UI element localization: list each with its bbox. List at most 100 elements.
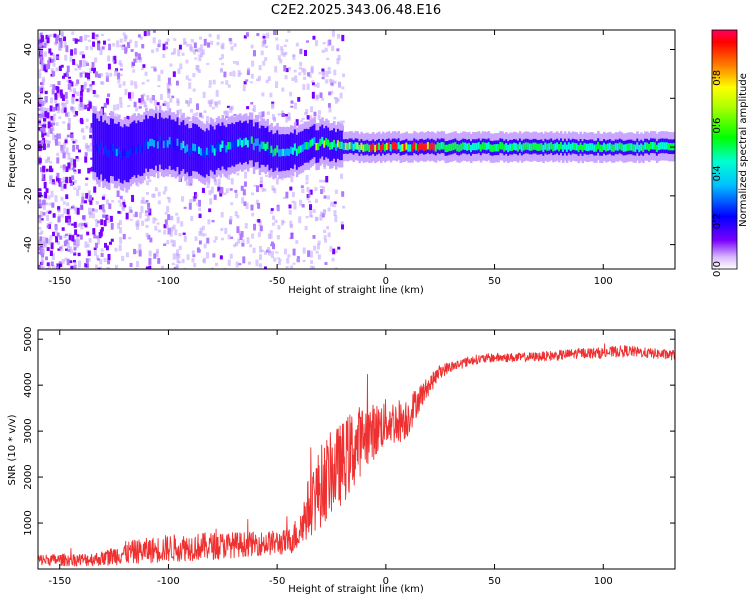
spectrogram-speckle (85, 222, 89, 225)
band-core (430, 142, 434, 150)
spectrogram-speckle (52, 106, 56, 112)
spectrogram-speckle (67, 215, 71, 223)
spectrogram-speckle (137, 34, 141, 38)
spectrogram-speckle (73, 88, 77, 94)
band-core (567, 142, 571, 150)
band-core (381, 142, 385, 150)
spectrogram-speckle (89, 86, 93, 91)
spectrogram-speckle (42, 143, 46, 150)
spectrogram-speckle (56, 172, 60, 178)
band-core (182, 140, 185, 149)
spectrogram-speckle (322, 179, 326, 183)
spectrogram-speckle (180, 221, 184, 227)
spectrogram-speckle (177, 260, 181, 264)
spectrogram-speckle (232, 61, 236, 64)
spectrogram-speckle (71, 204, 75, 210)
spectrogram-speckle (38, 251, 42, 255)
band-core (313, 136, 316, 145)
spectrogram-speckle (242, 189, 246, 195)
band-core (550, 142, 553, 150)
spectrogram-speckle (260, 114, 264, 120)
band-core (489, 144, 493, 152)
spectrogram-speckle (85, 258, 89, 265)
band-core (215, 143, 219, 152)
spectrogram-speckle (50, 242, 54, 250)
spectrogram-speckle (94, 218, 98, 222)
snr-y-label: SNR (10 * v/v) (7, 414, 18, 485)
spectrogram-speckle (47, 128, 51, 133)
spectrogram-speckle (83, 200, 87, 204)
spectrogram-speckle (76, 234, 80, 237)
spectrogram-speckle (56, 232, 60, 237)
spectrogram-speckle (175, 212, 179, 216)
spectrogram-speckle (41, 131, 45, 138)
spectrogram-speckle (40, 230, 44, 235)
colorbar-tick-label: 0.4 (712, 165, 723, 181)
spectrogram-speckle (287, 254, 291, 258)
spectrogram-speckle (60, 38, 64, 43)
spectrogram-speckle (229, 216, 233, 222)
spectrogram-speckle (338, 82, 342, 87)
spectrogram-speckle (90, 166, 94, 172)
spectrogram-speckle (56, 157, 60, 164)
spectrogram-speckle (319, 92, 323, 98)
spectrogram-speckle (319, 214, 323, 221)
spectrogram-speckle (71, 175, 75, 181)
spectrogram-speckle (133, 101, 137, 108)
spectrogram-speckle (319, 185, 323, 188)
spectrogram-speckle (110, 222, 114, 230)
band-core (154, 135, 158, 144)
spectrogram-speckle (334, 215, 338, 223)
spectrogram-speckle (79, 51, 83, 56)
spectrogram-speckle (215, 262, 219, 267)
spectrogram-speckle (169, 63, 173, 67)
spectrogram-speckle (246, 237, 250, 244)
band-core (321, 136, 324, 145)
spectrogram-speckle (203, 233, 207, 236)
spectrogram-speckle (135, 107, 139, 112)
band-core (276, 145, 279, 153)
spectrogram-speckle (41, 266, 45, 269)
spectrogram-speckle (90, 123, 94, 129)
band-core (636, 142, 639, 150)
spectrogram-speckle (265, 174, 269, 177)
spectrogram-speckle (232, 70, 236, 77)
spectrogram-speckle (333, 116, 337, 120)
spectrogram-speckle (169, 230, 173, 237)
spectrogram-speckle (256, 78, 260, 82)
spectrogram-speckle (43, 118, 47, 122)
spectrogram-speckle (67, 249, 71, 252)
spectrogram-speckle (67, 218, 71, 225)
spectrogram-speckle (143, 101, 147, 108)
spectrogram-speckle (48, 140, 52, 144)
spectrogram-speckle (166, 240, 170, 245)
band-core (469, 144, 473, 153)
band-core (528, 143, 532, 151)
spectrogram-speckle (102, 214, 106, 218)
spectrogram-speckle (38, 45, 42, 50)
spectrogram-speckle (255, 185, 259, 193)
spectrogram-speckle (81, 192, 85, 200)
spectrogram-speckle (261, 40, 265, 48)
spectrogram-speckle (145, 232, 149, 238)
spectrogram-speckle (117, 210, 121, 214)
spectrogram-speckle (328, 107, 332, 113)
spectrogram-speckle (61, 258, 65, 264)
spectrogram-speckle (257, 202, 261, 209)
band-core (628, 143, 631, 151)
spectrogram-speckle (219, 57, 223, 61)
spectrogram-speckle (58, 133, 62, 140)
band-core (585, 143, 588, 151)
spectrogram-speckle (94, 208, 98, 213)
spectrogram-speckle (298, 72, 302, 76)
spectrogram-speckle (140, 67, 144, 71)
y-tick-label: 1000 (23, 510, 34, 535)
spectrogram-speckle (38, 140, 42, 144)
spectrogram-speckle (40, 109, 44, 113)
band-core (614, 143, 618, 151)
y-tick-label: -20 (23, 188, 34, 204)
spectrogram-speckle (288, 204, 292, 209)
band-core (334, 143, 338, 151)
spectrogram-speckle (155, 47, 159, 52)
spectrogram-speckle (156, 102, 160, 106)
